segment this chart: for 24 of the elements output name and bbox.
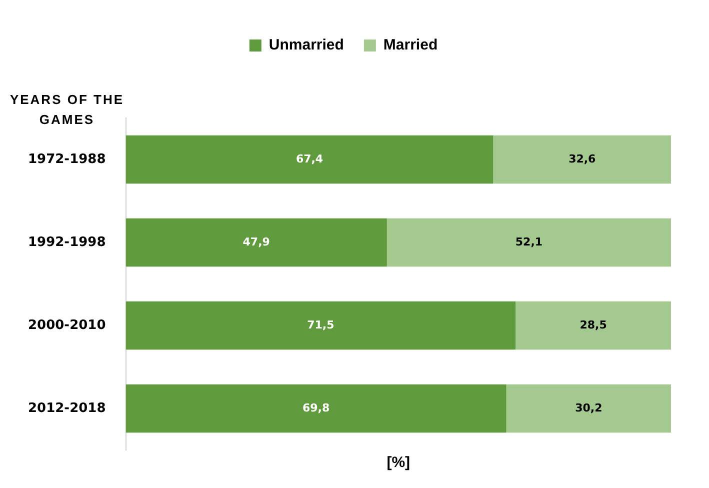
data-label: 30,2 bbox=[575, 401, 602, 414]
bar bbox=[493, 135, 671, 184]
bar bbox=[126, 384, 506, 433]
y-tick-label: 1972-1988 bbox=[28, 152, 106, 167]
bar bbox=[386, 218, 671, 267]
y-axis-title: YEARS OF THE GAMES bbox=[8, 91, 126, 129]
bar bbox=[506, 384, 671, 433]
x-axis-title: [%] bbox=[386, 454, 410, 472]
data-label: 69,8 bbox=[302, 401, 330, 414]
legend-label: Unmarried bbox=[268, 36, 344, 54]
data-label: 67,4 bbox=[296, 152, 324, 166]
y-tick-label: 2000-2010 bbox=[28, 318, 106, 333]
data-label: 47,9 bbox=[242, 235, 270, 248]
bar bbox=[126, 218, 387, 267]
bar bbox=[516, 301, 671, 350]
data-label: 52,1 bbox=[515, 235, 543, 248]
data-label: 28,5 bbox=[580, 318, 607, 332]
legend-label: Married bbox=[383, 36, 438, 54]
data-label: 32,6 bbox=[568, 152, 596, 166]
y-tick-label: 1992-1998 bbox=[28, 234, 106, 250]
bar bbox=[126, 135, 494, 184]
bar bbox=[126, 301, 516, 350]
data-label: 71,5 bbox=[307, 318, 334, 332]
y-tick-label: 2012-2018 bbox=[28, 400, 106, 416]
